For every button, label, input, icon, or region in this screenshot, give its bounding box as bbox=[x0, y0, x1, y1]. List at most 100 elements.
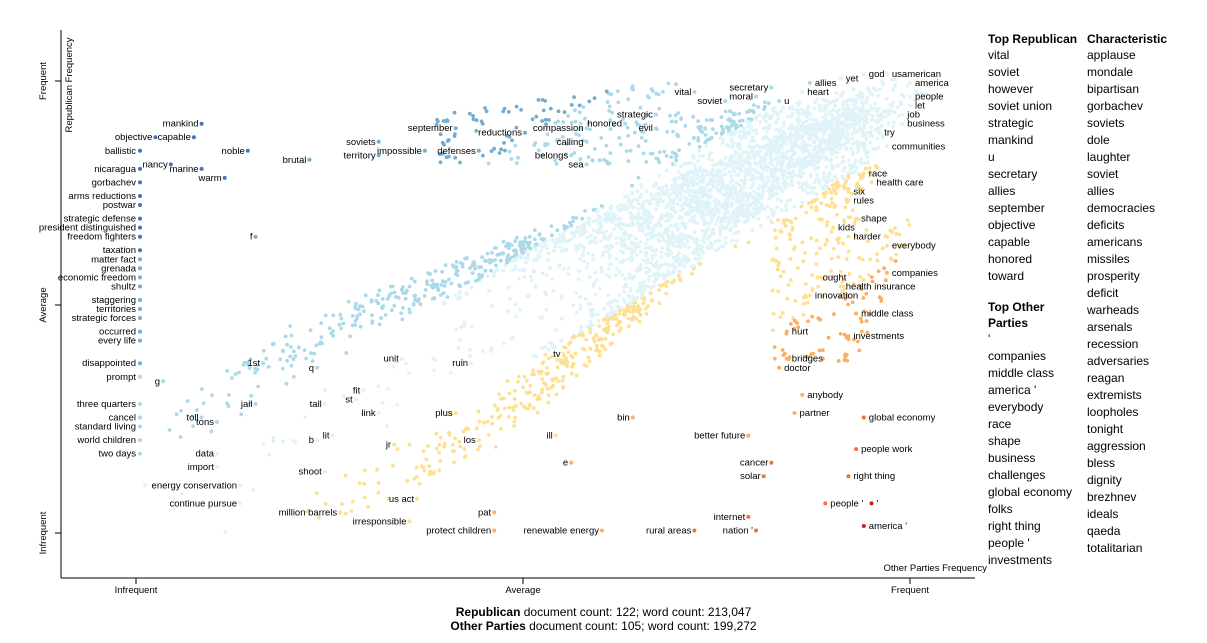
term-point[interactable] bbox=[779, 168, 783, 173]
term-point[interactable] bbox=[684, 177, 689, 182]
term-point[interactable] bbox=[592, 339, 597, 344]
term-point[interactable] bbox=[544, 273, 549, 277]
term-point[interactable] bbox=[584, 265, 589, 270]
term-point[interactable] bbox=[824, 165, 829, 170]
term-point[interactable] bbox=[656, 200, 661, 205]
term-point[interactable] bbox=[718, 190, 723, 195]
labeled-term-point[interactable] bbox=[138, 284, 142, 289]
term-label[interactable]: protect children bbox=[426, 526, 491, 537]
term-point[interactable] bbox=[673, 176, 677, 181]
term-point[interactable] bbox=[657, 173, 661, 178]
term-point[interactable] bbox=[846, 302, 850, 307]
term-point[interactable] bbox=[666, 81, 671, 86]
term-point[interactable] bbox=[731, 169, 736, 174]
term-point[interactable] bbox=[546, 400, 551, 405]
term-point[interactable] bbox=[788, 237, 792, 242]
term-point[interactable] bbox=[772, 192, 777, 197]
term-point[interactable] bbox=[647, 95, 651, 100]
term-label[interactable]: objective bbox=[115, 132, 153, 143]
term-point[interactable] bbox=[677, 148, 681, 153]
term-point[interactable] bbox=[746, 124, 751, 129]
term-point[interactable] bbox=[617, 312, 622, 316]
term-point[interactable] bbox=[529, 278, 534, 283]
term-point[interactable] bbox=[609, 232, 613, 237]
term-point[interactable] bbox=[688, 218, 692, 223]
term-point[interactable] bbox=[506, 285, 511, 290]
term-point[interactable] bbox=[600, 230, 605, 234]
term-point[interactable] bbox=[585, 261, 590, 266]
term-label[interactable]: defenses bbox=[437, 146, 476, 157]
term-point[interactable] bbox=[661, 237, 665, 242]
labeled-term-point[interactable] bbox=[884, 243, 889, 248]
term-point[interactable] bbox=[746, 209, 751, 214]
term-point[interactable] bbox=[800, 141, 805, 146]
term-point[interactable] bbox=[643, 246, 648, 251]
term-point[interactable] bbox=[534, 354, 539, 359]
characteristic-term[interactable]: americans bbox=[1087, 235, 1143, 249]
term-point[interactable] bbox=[578, 121, 583, 126]
term-point[interactable] bbox=[837, 294, 842, 299]
term-point[interactable] bbox=[585, 325, 590, 329]
term-point[interactable] bbox=[634, 317, 639, 321]
term-point[interactable] bbox=[716, 199, 721, 204]
term-point[interactable] bbox=[495, 406, 500, 411]
characteristic-term[interactable]: arsenals bbox=[1087, 320, 1133, 334]
term-point[interactable] bbox=[538, 315, 543, 320]
term-point[interactable] bbox=[588, 330, 593, 335]
term-point[interactable] bbox=[736, 197, 741, 201]
term-point[interactable] bbox=[836, 359, 841, 363]
term-point[interactable] bbox=[841, 241, 846, 246]
republican-term[interactable]: honored bbox=[988, 252, 1033, 266]
term-point[interactable] bbox=[645, 225, 650, 230]
term-point[interactable] bbox=[608, 342, 613, 346]
term-label[interactable]: health insurance bbox=[846, 281, 916, 292]
term-point[interactable] bbox=[693, 162, 697, 167]
term-point[interactable] bbox=[331, 333, 336, 338]
term-point[interactable] bbox=[641, 280, 646, 284]
term-point[interactable] bbox=[524, 406, 528, 411]
term-point[interactable] bbox=[719, 175, 724, 179]
term-point[interactable] bbox=[745, 168, 750, 173]
term-point[interactable] bbox=[661, 90, 665, 94]
term-point[interactable] bbox=[883, 108, 887, 113]
term-point[interactable] bbox=[458, 444, 463, 449]
term-point[interactable] bbox=[552, 238, 557, 243]
labeled-term-point[interactable] bbox=[884, 72, 889, 76]
labeled-term-point[interactable] bbox=[168, 162, 173, 167]
term-point[interactable] bbox=[748, 121, 752, 125]
term-point[interactable] bbox=[668, 263, 672, 268]
term-point[interactable] bbox=[654, 248, 659, 253]
term-point[interactable] bbox=[291, 357, 296, 362]
term-point[interactable] bbox=[506, 110, 511, 114]
labeled-term-point[interactable] bbox=[245, 148, 250, 153]
term-point[interactable] bbox=[438, 435, 443, 440]
term-point[interactable] bbox=[349, 509, 354, 513]
term-point[interactable] bbox=[523, 260, 528, 265]
term-point[interactable] bbox=[702, 206, 707, 210]
term-point[interactable] bbox=[565, 364, 570, 369]
term-point[interactable] bbox=[573, 119, 578, 124]
term-point[interactable] bbox=[742, 134, 746, 139]
term-point[interactable] bbox=[518, 268, 522, 272]
term-point[interactable] bbox=[492, 246, 497, 250]
term-point[interactable] bbox=[598, 215, 603, 219]
term-point[interactable] bbox=[550, 354, 554, 359]
term-point[interactable] bbox=[723, 235, 728, 240]
term-point[interactable] bbox=[440, 151, 445, 156]
term-point[interactable] bbox=[454, 293, 458, 297]
term-point[interactable] bbox=[740, 118, 745, 123]
term-point[interactable] bbox=[453, 132, 457, 137]
term-point[interactable] bbox=[568, 340, 573, 345]
labeled-term-point[interactable] bbox=[338, 510, 343, 515]
term-point[interactable] bbox=[608, 118, 613, 122]
term-point[interactable] bbox=[401, 306, 405, 310]
term-point[interactable] bbox=[460, 264, 465, 269]
term-point[interactable] bbox=[854, 139, 859, 144]
term-point[interactable] bbox=[602, 250, 606, 255]
term-point[interactable] bbox=[796, 122, 801, 127]
term-point[interactable] bbox=[447, 277, 451, 282]
labeled-term-point[interactable] bbox=[138, 148, 142, 153]
term-point[interactable] bbox=[348, 334, 353, 339]
term-point[interactable] bbox=[759, 165, 763, 170]
term-point[interactable] bbox=[850, 132, 854, 136]
